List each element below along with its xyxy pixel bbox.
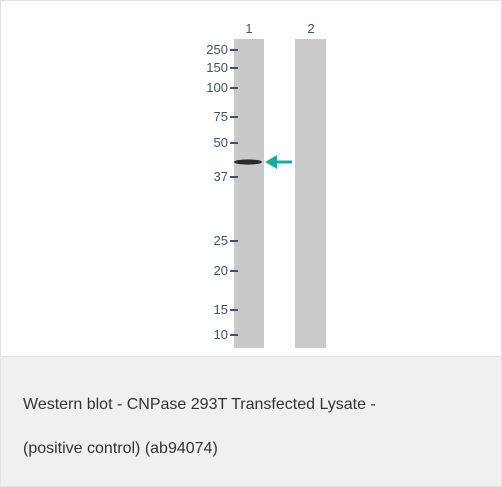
western-blot-image: 1 2 250 150 100 75 50 37 25 20 15 10 xyxy=(206,21,326,348)
marker-label: 15 xyxy=(214,302,228,317)
lane-2 xyxy=(295,39,326,348)
marker-label: 250 xyxy=(206,42,228,57)
lane-1 xyxy=(234,39,264,348)
caption: Western blot - CNPase 293T Transfected L… xyxy=(1,356,501,486)
lane-label: 1 xyxy=(245,21,252,36)
marker-label: 100 xyxy=(206,80,228,95)
lane-label: 2 xyxy=(307,21,314,36)
marker-label: 50 xyxy=(214,135,228,150)
marker-label: 37 xyxy=(214,169,228,184)
arrow-head xyxy=(265,155,277,169)
caption-line: (positive control) (ab94074) xyxy=(23,440,218,457)
marker-label: 75 xyxy=(214,109,228,124)
band xyxy=(234,159,262,165)
marker-label: 20 xyxy=(214,263,228,278)
marker-label: 150 xyxy=(206,60,228,75)
caption-line: Western blot - CNPase 293T Transfected L… xyxy=(23,396,376,413)
marker-label: 10 xyxy=(214,327,228,342)
marker-label: 25 xyxy=(214,233,228,248)
